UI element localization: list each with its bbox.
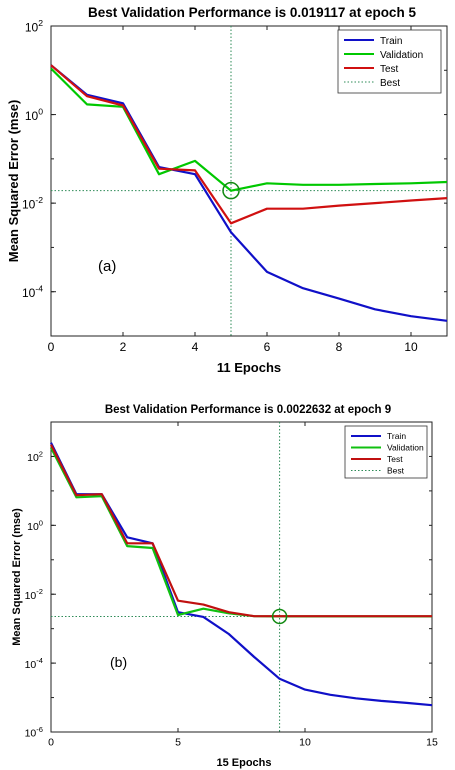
legend: Train Validation Test Best (337, 29, 442, 94)
plot-area-frame (50, 421, 433, 733)
x-tick-label: 0 (48, 340, 55, 354)
legend-box (344, 425, 428, 479)
x-tick-label: 10 (299, 737, 311, 749)
legend-label-best: Best (387, 466, 405, 476)
legend-label-best: Best (380, 78, 400, 89)
x-tick-label: 5 (175, 737, 181, 749)
series-line-train (50, 64, 448, 322)
y-tick-label: 100 (25, 107, 43, 123)
chart-title: Best Validation Performance is 0.0022632… (105, 404, 391, 416)
x-tick-label: 8 (336, 340, 343, 354)
y-axis-label: Mean Squared Error (mse) (6, 100, 21, 263)
y-tick-label: 10-6 (25, 725, 43, 740)
series-line-validation (50, 67, 448, 192)
x-tick-label: 6 (264, 340, 271, 354)
series-line-test (50, 64, 448, 225)
legend-label-validation: Validation (380, 50, 423, 61)
y-tick-label: 102 (25, 18, 43, 34)
y-tick-label: 102 (27, 449, 43, 464)
x-tick-label: 2 (120, 340, 127, 354)
x-tick-label: 10 (404, 340, 418, 354)
y-tick-label: 10-2 (25, 587, 43, 602)
x-tick-label: 15 (426, 737, 438, 749)
x-tick-label: 4 (192, 340, 199, 354)
panel-label: (b) (110, 654, 127, 670)
chart-panel-2: Best Validation Performance is 0.0022632… (11, 404, 438, 769)
chart-panel-1: Best Validation Performance is 0.019117 … (6, 5, 448, 375)
y-tick-label: 10-4 (25, 656, 43, 671)
series-line-test (50, 444, 432, 618)
best-point-marker (271, 608, 288, 625)
series-line-train (50, 442, 433, 707)
y-tick-label: 10-4 (22, 284, 43, 300)
x-tick-label: 0 (48, 737, 54, 749)
legend-label-train: Train (387, 431, 406, 441)
panel-label: (a) (98, 258, 116, 275)
legend-label-validation: Validation (387, 443, 424, 453)
legend-label-test: Test (380, 64, 399, 75)
x-axis-label: 11 Epochs (217, 360, 281, 375)
chart-title: Best Validation Performance is 0.019117 … (88, 5, 416, 20)
plot-area-frame (50, 25, 448, 337)
legend-label-train: Train (380, 36, 402, 47)
best-point-marker (222, 181, 240, 200)
y-tick-label: 100 (27, 518, 43, 533)
legend-label-test: Test (387, 454, 403, 464)
x-axis-label: 15 Epochs (216, 757, 271, 769)
y-axis-label: Mean Squared Error (mse) (11, 508, 23, 646)
y-tick-label: 10-2 (22, 195, 43, 211)
